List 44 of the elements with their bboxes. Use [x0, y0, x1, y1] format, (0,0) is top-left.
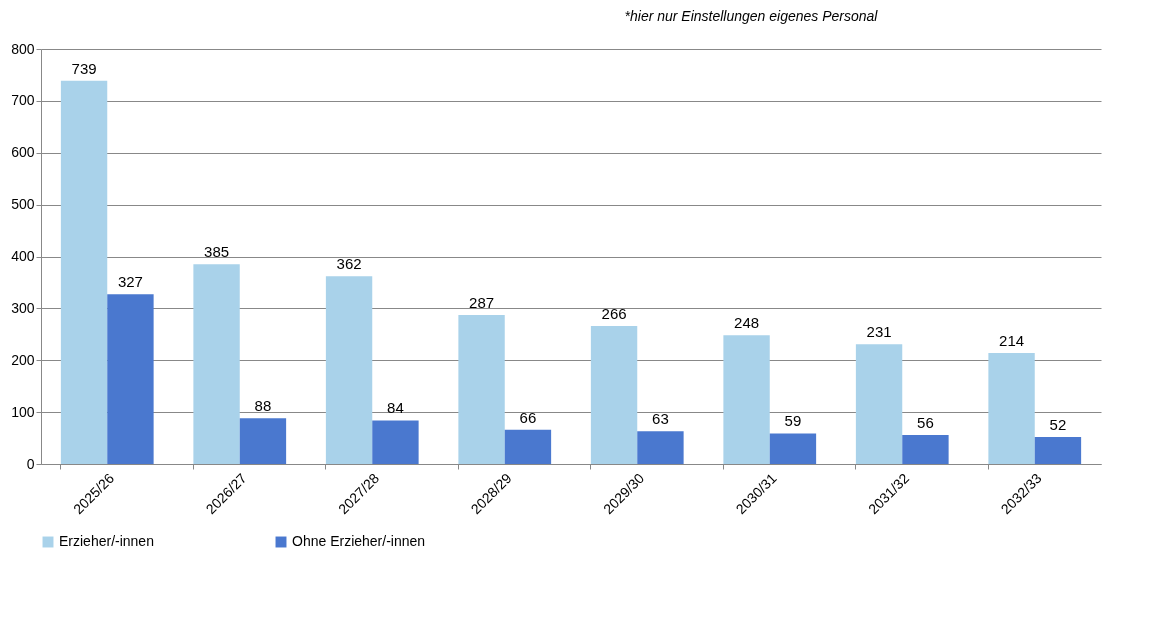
bar: [325, 276, 373, 464]
legend-label: Ohne Erzieher/-innen: [292, 533, 426, 549]
bar: [855, 344, 903, 464]
bar: [193, 264, 240, 464]
bar: [637, 431, 684, 464]
data-label: 88: [254, 397, 272, 415]
y-tick-label: 400: [11, 248, 35, 264]
bar: [60, 80, 108, 464]
y-tick-label: 700: [11, 92, 35, 109]
data-label: 214: [999, 331, 1025, 349]
bar: [107, 294, 154, 464]
data-label: 66: [519, 408, 537, 426]
data-label: 327: [117, 273, 143, 291]
data-label: 266: [601, 305, 627, 323]
data-label: 84: [387, 399, 404, 417]
y-tick-label: 300: [11, 299, 35, 316]
data-label: 63: [652, 410, 669, 428]
y-tick-label: 600: [11, 144, 35, 161]
y-tick-label: 500: [11, 196, 35, 213]
bar: [590, 326, 638, 464]
bar: [723, 335, 770, 464]
data-label: 56: [917, 413, 934, 431]
data-label: 739: [71, 59, 97, 77]
bar: [239, 418, 287, 464]
data-label: 248: [734, 314, 760, 332]
bar: [458, 315, 505, 464]
data-label: 362: [336, 255, 362, 273]
y-tick-label: 200: [11, 351, 35, 368]
bar: [988, 352, 1035, 464]
bar: [769, 433, 817, 464]
data-label: 59: [784, 412, 802, 430]
y-tick-label: 100: [11, 403, 35, 420]
bar: [372, 420, 419, 464]
data-label: 287: [469, 294, 495, 312]
data-label: 52: [1049, 416, 1067, 434]
bar: [504, 429, 552, 464]
data-label: 231: [866, 323, 892, 341]
text: *hier nur Einstellungen eigenes Personal: [624, 8, 879, 24]
bar: [1034, 437, 1082, 464]
legend-label: Erzieher/-innen: [59, 533, 154, 549]
y-tick-label: 0: [26, 455, 35, 472]
bar: [902, 434, 949, 464]
data-label: 385: [204, 243, 230, 261]
y-tick-label: 800: [11, 40, 35, 57]
